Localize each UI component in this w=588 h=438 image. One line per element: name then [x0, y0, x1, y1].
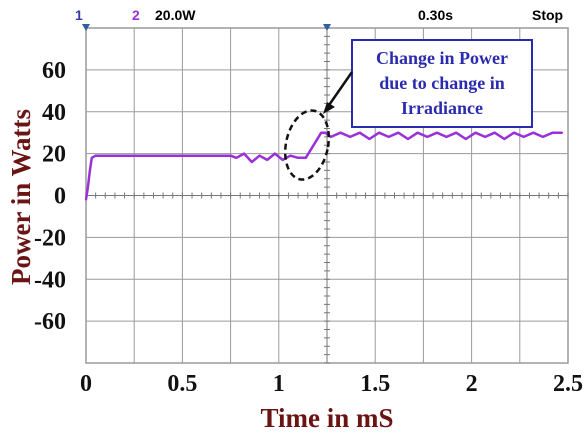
data-point [85, 198, 87, 201]
cursor-marker [323, 24, 331, 31]
annotation-arrow [325, 71, 354, 109]
data-point [258, 154, 261, 157]
x-tick-label: 0 [80, 371, 92, 397]
data-point [87, 186, 89, 189]
data-point [368, 138, 371, 140]
y-tick-label: 20 [42, 142, 66, 168]
y-tick-label: 0 [54, 184, 66, 210]
data-point [464, 138, 467, 140]
ch2-label: 2 [132, 7, 140, 23]
data-point [94, 154, 97, 157]
annotation-line-1: Change in Power [376, 48, 508, 68]
data-point [162, 154, 165, 157]
data-point [330, 136, 332, 138]
data-point [416, 131, 419, 134]
data-point [289, 154, 292, 157]
power-trace-series-1 [84, 131, 563, 200]
data-point [297, 156, 299, 159]
data-point [89, 169, 91, 172]
status-label: Stop [532, 7, 563, 23]
data-point [532, 131, 535, 134]
data-point [484, 136, 486, 138]
data-point [542, 136, 544, 138]
annotation-line-3: Irradiance [401, 98, 483, 118]
data-point [397, 131, 400, 134]
y-tick-label: -60 [34, 309, 66, 335]
x-axis-title: Time in mS [260, 403, 393, 433]
highlight-ellipse [283, 109, 331, 181]
data-point [426, 136, 429, 138]
ch1-label: 1 [75, 7, 83, 23]
data-point [281, 159, 284, 161]
data-point [378, 131, 380, 134]
y-tick-labels: 60 40 20 0 -20 -40 -60 [34, 58, 66, 335]
data-point [235, 156, 238, 159]
data-point [90, 156, 93, 159]
data-point [522, 136, 525, 138]
annotation-box [351, 39, 533, 128]
scope-header: 1 2 20.0W 0.30s Stop [75, 7, 563, 31]
data-point [387, 136, 390, 138]
data-point [229, 154, 232, 157]
data-point [250, 161, 253, 163]
data-point [455, 131, 458, 134]
data-point [551, 131, 554, 134]
data-point [436, 131, 438, 134]
data-point [123, 154, 126, 157]
data-point [324, 131, 326, 134]
data-point [266, 159, 269, 161]
data-point [445, 136, 448, 138]
x-tick-labels: 0 0.5 1 1.5 2 2.5 [80, 371, 583, 397]
y-axis-title: Power in Watts [6, 109, 36, 285]
data-point [243, 152, 246, 155]
annotation-arrowhead [323, 102, 335, 114]
data-point [339, 131, 342, 134]
data-point [561, 131, 564, 134]
x-tick-label: 2.5 [553, 371, 583, 397]
data-point [200, 154, 203, 157]
x-tick-label: 1.5 [360, 371, 390, 397]
data-point [474, 131, 477, 134]
data-point [503, 138, 506, 140]
x-tick-label: 2 [466, 371, 478, 397]
data-point [358, 131, 361, 134]
data-point [274, 152, 276, 155]
y-tick-label: -40 [34, 267, 66, 293]
annotation: Change in Power due to change in Irradia… [283, 39, 533, 181]
y-tick-label: -20 [34, 225, 66, 251]
y-tick-label: 40 [42, 100, 66, 126]
data-point [407, 138, 409, 140]
x-tick-label: 0.5 [167, 371, 197, 397]
data-point [312, 144, 315, 147]
traces [84, 131, 564, 201]
data-point [104, 154, 107, 157]
data-point [513, 131, 515, 134]
trigger-marker [82, 24, 90, 31]
data-point [320, 131, 323, 134]
data-point [493, 131, 496, 134]
scale-label: 20.0W [155, 7, 196, 23]
x-tick-label: 1 [273, 371, 285, 397]
data-point [304, 156, 307, 159]
y-tick-label: 60 [42, 58, 66, 84]
timebase-label: 0.30s [418, 7, 453, 23]
data-point [349, 136, 351, 138]
annotation-line-2: due to change in [379, 73, 505, 93]
